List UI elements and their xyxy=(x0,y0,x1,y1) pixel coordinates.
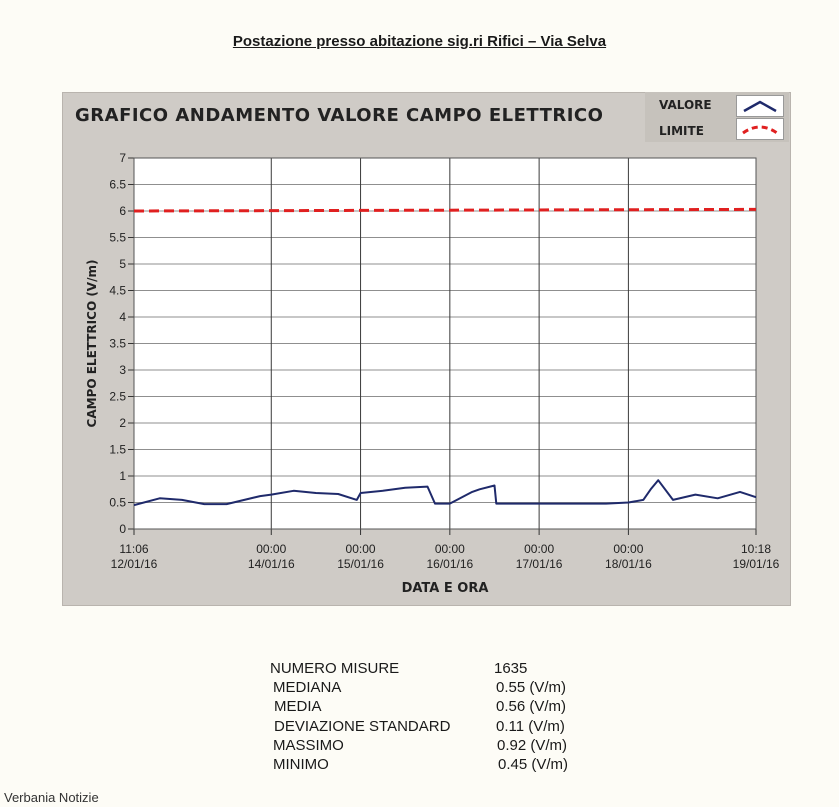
chart-title: GRAFICO ANDAMENTO VALORE CAMPO ELETTRICO xyxy=(75,105,604,126)
y-axis-label: CAMPO ELETTRICO (V/m) xyxy=(85,260,99,428)
series-line-limite xyxy=(133,207,757,213)
x-tick-time-label: 00:00 xyxy=(435,542,465,556)
stat-value-massimo: 0.92 (V/m) xyxy=(497,736,568,754)
x-axis-label: DATA E ORA xyxy=(402,581,489,596)
y-tick-label: 6.5 xyxy=(109,178,126,192)
legend-label-valore: VALORE xyxy=(659,98,712,112)
y-tick-label: 2 xyxy=(119,416,126,430)
y-tick-label: 5 xyxy=(119,257,126,271)
x-tick-date-label: 12/01/16 xyxy=(111,557,158,571)
y-tick-label: 2.5 xyxy=(109,390,126,404)
y-tick-label: 3.5 xyxy=(109,337,126,351)
x-tick-date-label: 16/01/16 xyxy=(426,557,473,571)
series-line-valore xyxy=(133,479,757,507)
x-tick-time-label: 11:06 xyxy=(119,542,148,556)
stat-value-minimo: 0.45 (V/m) xyxy=(498,755,569,773)
plot-frame xyxy=(133,157,757,530)
y-tick-label: 5.5 xyxy=(109,231,126,245)
y-tick-label: 3 xyxy=(119,363,126,377)
stat-label-minimo: MINIMO xyxy=(273,755,329,773)
x-tick-date-label: 18/01/16 xyxy=(605,557,652,571)
legend-swatch-limite xyxy=(736,118,784,140)
x-tick-time-label: 00:00 xyxy=(256,542,286,556)
y-tick-label: 1.5 xyxy=(109,443,126,457)
x-tick-date-label: 15/01/16 xyxy=(337,557,384,571)
x-tick-date-label: 19/01/16 xyxy=(733,557,780,571)
legend-label-limite: LIMITE xyxy=(659,124,704,138)
x-tick-time-label: 00:00 xyxy=(346,542,376,556)
stat-value-deviazione-standard: 0.11 (V/m) xyxy=(496,717,565,735)
y-tick-label: 7 xyxy=(119,151,126,165)
chart-legend: VALORE LIMITE xyxy=(645,92,789,142)
y-tick-label: 0.5 xyxy=(109,496,126,510)
y-tick-label: 1 xyxy=(119,469,126,483)
stat-value-media: 0.56 (V/m) xyxy=(496,698,567,716)
stat-value-mediana: 0.55 (V/m) xyxy=(496,679,567,697)
y-tick-label: 0 xyxy=(119,522,126,536)
x-tick-date-label: 14/01/16 xyxy=(248,557,295,571)
legend-swatch-valore xyxy=(736,95,784,117)
x-tick-time-label: 00:00 xyxy=(524,542,554,556)
x-tick-date-label: 17/01/16 xyxy=(516,557,563,571)
x-tick-time-label: 00:00 xyxy=(613,542,643,556)
stat-label-numero-misure: NUMERO MISURE xyxy=(270,660,400,677)
y-tick-label: 4.5 xyxy=(109,284,126,298)
stat-label-deviazione-standard: DEVIAZIONE STANDARD xyxy=(274,717,451,735)
stat-label-massimo: MASSIMO xyxy=(273,736,344,754)
source-footer: Verbania Notizie xyxy=(4,790,99,805)
y-tick-label: 6 xyxy=(119,204,126,218)
stat-label-media: MEDIA xyxy=(274,698,322,716)
y-tick-label: 4 xyxy=(119,310,126,324)
stat-label-mediana: MEDIANA xyxy=(273,679,342,697)
document-title: Postazione presso abitazione sig.ri Rifi… xyxy=(232,33,607,50)
stat-value-numero-misure: 1635 xyxy=(494,660,528,677)
x-tick-time-label: 10:18 xyxy=(741,542,771,556)
